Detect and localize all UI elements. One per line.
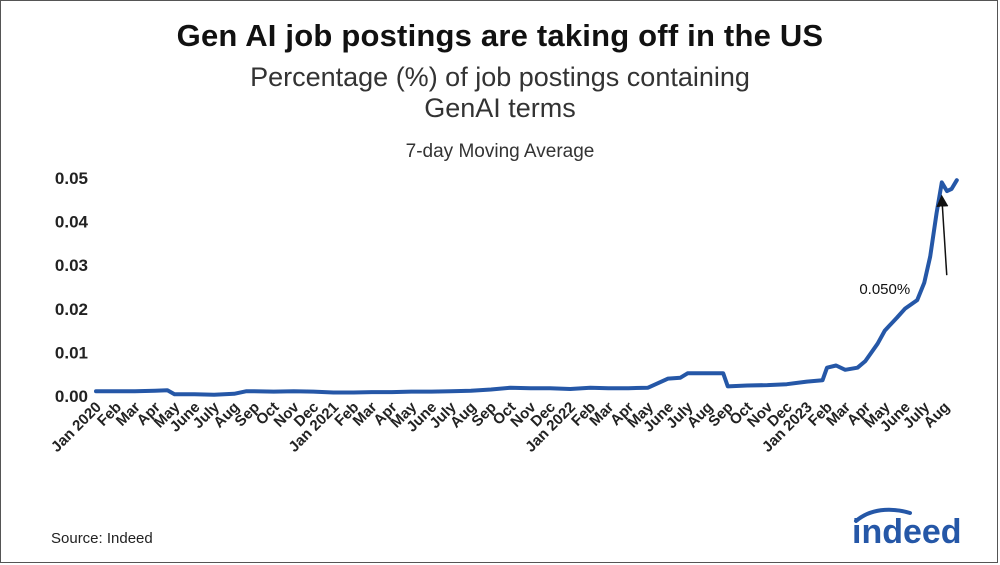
chart-caption: 7-day Moving Average [405, 141, 595, 162]
indeed-logo-text: indeed [852, 513, 962, 551]
y-tick-label: 0.00 [55, 387, 88, 406]
indeed-logo-swoosh [854, 507, 912, 523]
source-note: Source: Indeed [51, 530, 153, 547]
y-tick-label: 0.02 [55, 300, 88, 319]
x-tick-label: Jan 2020 [48, 399, 105, 456]
series-line [94, 178, 959, 397]
indeed-logo: indeed [852, 507, 962, 551]
y-tick-label: 0.01 [55, 343, 88, 362]
y-tick-label: 0.04 [55, 213, 89, 232]
y-tick-label: 0.03 [55, 256, 88, 275]
chart-subtitle: Percentage (%) of job postings containin… [0, 62, 1000, 124]
chart-title: Gen AI job postings are taking off in th… [176, 18, 824, 53]
annotation-arrow [936, 194, 949, 276]
annotation-label: 0.050% [859, 281, 910, 298]
subtitle-line-2: GenAI terms [424, 93, 576, 123]
subtitle-line-1: Percentage (%) of job postings containin… [250, 62, 750, 92]
y-tick-label: 0.05 [55, 169, 88, 188]
